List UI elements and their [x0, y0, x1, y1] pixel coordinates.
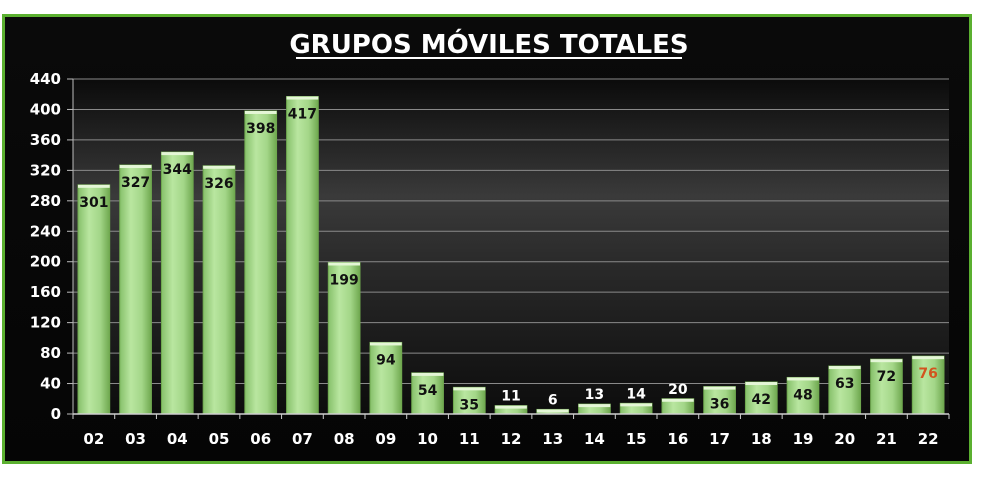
bar — [744, 381, 778, 415]
data-label: 72 — [877, 369, 896, 385]
x-tick-label: 09 — [375, 430, 396, 448]
data-label: 76 — [918, 366, 937, 382]
x-tick-label: 20 — [834, 430, 855, 448]
y-tick-label: 80 — [40, 344, 61, 362]
bar-highlight — [870, 359, 903, 363]
x-tick-label: 22 — [918, 430, 939, 448]
y-tick-label: 40 — [40, 375, 61, 393]
bar-highlight — [703, 386, 736, 390]
bar-highlight — [787, 377, 819, 381]
bar-highlight — [536, 409, 569, 413]
bar-highlight — [453, 387, 486, 391]
x-axis: 02 03 04 05 06 07 08 09 10 11 12 13 14 15 16 17 18 19 20 21… — [72, 413, 950, 448]
y-tick-label: 400 — [30, 100, 61, 118]
data-label: 35 — [460, 397, 479, 413]
y-tick-label: 280 — [30, 192, 61, 210]
y-tick-label: 200 — [30, 253, 61, 271]
x-tick-label: 07 — [292, 430, 313, 448]
x-tick-label: 13 — [542, 430, 563, 448]
data-label: 199 — [330, 272, 359, 288]
bar-highlight — [244, 110, 277, 114]
x-tick-label: 05 — [209, 430, 230, 448]
bar — [703, 386, 736, 415]
y-tick-label: 320 — [30, 161, 61, 179]
bar — [870, 358, 903, 415]
bar — [202, 165, 236, 415]
y-tick-label: 240 — [30, 222, 61, 240]
bar-highlight — [662, 398, 694, 402]
y-tick-label: 360 — [30, 131, 61, 149]
y-tick-label: 160 — [30, 283, 61, 301]
data-label: 36 — [710, 397, 729, 413]
data-label: 14 — [626, 386, 646, 402]
x-tick-label: 12 — [501, 430, 522, 448]
bar-highlight — [620, 403, 652, 407]
x-tick-label: 16 — [667, 430, 688, 448]
data-label: 398 — [246, 121, 275, 137]
bar-highlight — [161, 152, 194, 156]
data-label: 11 — [501, 389, 520, 405]
data-labels-layer: 301 327 344 326 398 417 199 94 54 35 11 6 13 14 20 36 42… — [79, 107, 938, 414]
bar-highlight — [495, 405, 527, 409]
data-label: 327 — [121, 175, 150, 191]
data-label: 20 — [668, 382, 688, 398]
bars-layer — [77, 96, 945, 415]
bar — [244, 110, 278, 415]
y-tick-label: 0 — [51, 405, 61, 423]
x-tick-label: 03 — [125, 430, 146, 448]
data-label: 301 — [79, 195, 108, 211]
bar-highlight — [370, 342, 402, 346]
x-tick-label: 06 — [250, 430, 271, 448]
x-tick-label: 18 — [751, 430, 772, 448]
bar — [452, 386, 486, 415]
x-tick-label: 21 — [876, 430, 897, 448]
y-tick-label: 440 — [30, 70, 61, 88]
data-label: 417 — [288, 107, 317, 123]
x-tick-label: 08 — [334, 430, 355, 448]
bar-highlight — [411, 372, 444, 376]
bar-highlight — [912, 356, 944, 360]
bar-highlight — [119, 165, 152, 169]
bar-highlight — [203, 165, 235, 169]
chart-title: GRUPOS MÓVILES TOTALES — [289, 28, 688, 60]
bar — [119, 164, 152, 415]
bar-highlight — [286, 96, 319, 100]
x-tick-label: 04 — [167, 430, 188, 448]
data-label: 63 — [835, 376, 854, 392]
data-label: 54 — [418, 383, 438, 399]
x-tick-label: 19 — [793, 430, 814, 448]
bar — [160, 151, 194, 415]
bar-highlight — [328, 262, 360, 266]
bar-highlight — [745, 382, 778, 386]
x-tick-label: 14 — [584, 430, 605, 448]
data-label: 42 — [752, 392, 771, 408]
y-tick-label: 120 — [30, 314, 61, 332]
data-label: 326 — [204, 176, 233, 192]
x-tick-label: 11 — [459, 430, 480, 448]
bar-highlight — [828, 366, 861, 370]
bar — [286, 96, 319, 415]
x-tick-label: 10 — [417, 430, 438, 448]
data-label: 94 — [376, 352, 396, 368]
bar — [77, 184, 111, 415]
bar-highlight — [78, 184, 110, 188]
data-label: 48 — [793, 387, 812, 403]
data-label: 344 — [163, 162, 192, 178]
y-axis: 0 40 80 120 160 200 240 280 320 360 400 440 — [30, 70, 74, 423]
bar — [327, 261, 361, 415]
data-label: 13 — [585, 387, 604, 403]
bar — [911, 355, 945, 415]
bar-highlight — [578, 404, 611, 408]
x-tick-label: 17 — [709, 430, 730, 448]
x-tick-label: 15 — [626, 430, 647, 448]
bar — [411, 372, 444, 415]
data-label: 6 — [548, 392, 558, 408]
x-tick-label: 02 — [83, 430, 104, 448]
